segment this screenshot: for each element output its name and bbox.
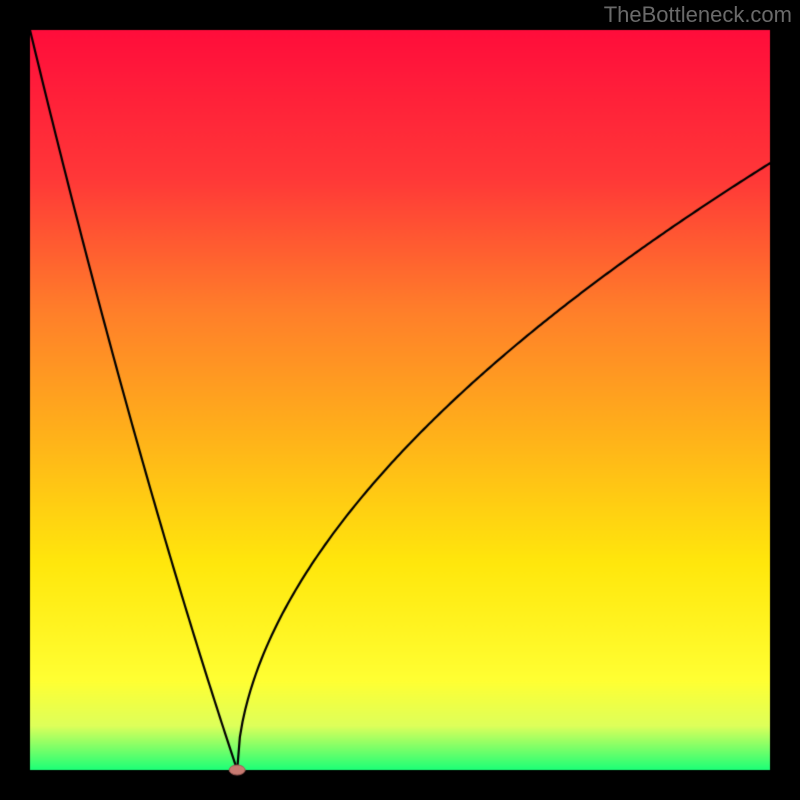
- chart-container: TheBottleneck.com: [0, 0, 800, 800]
- bottleneck-canvas: [0, 0, 800, 800]
